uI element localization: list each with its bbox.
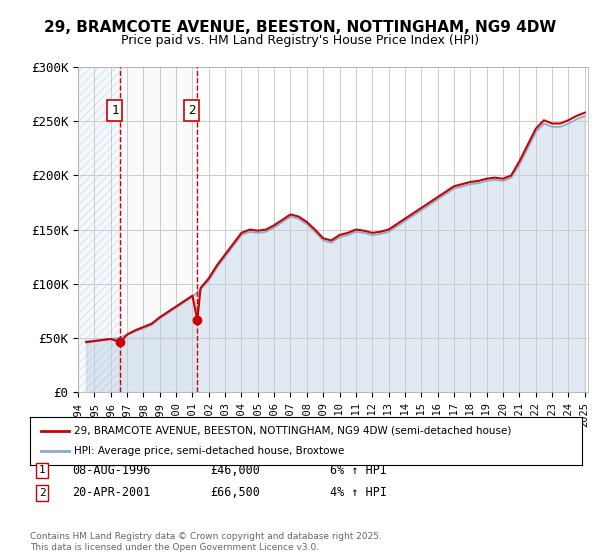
- Text: 08-AUG-1996: 08-AUG-1996: [72, 464, 151, 477]
- Bar: [78, 67, 121, 392]
- Text: 2: 2: [188, 104, 196, 117]
- Text: 2: 2: [38, 488, 46, 498]
- Text: 29, BRAMCOTE AVENUE, BEESTON, NOTTINGHAM, NG9 4DW: 29, BRAMCOTE AVENUE, BEESTON, NOTTINGHAM…: [44, 20, 556, 35]
- Text: HPI: Average price, semi-detached house, Broxtowe: HPI: Average price, semi-detached house,…: [74, 446, 344, 456]
- Text: £46,000: £46,000: [210, 464, 260, 477]
- Text: 20-APR-2001: 20-APR-2001: [72, 486, 151, 500]
- Bar: [78, 67, 121, 392]
- Text: 6% ↑ HPI: 6% ↑ HPI: [330, 464, 387, 477]
- Text: 29, BRAMCOTE AVENUE, BEESTON, NOTTINGHAM, NG9 4DW (semi-detached house): 29, BRAMCOTE AVENUE, BEESTON, NOTTINGHAM…: [74, 426, 512, 436]
- Text: 4% ↑ HPI: 4% ↑ HPI: [330, 486, 387, 500]
- Bar: [121, 67, 197, 392]
- Text: £66,500: £66,500: [210, 486, 260, 500]
- Text: 1: 1: [111, 104, 119, 117]
- Text: Contains HM Land Registry data © Crown copyright and database right 2025.
This d: Contains HM Land Registry data © Crown c…: [30, 532, 382, 552]
- Text: 1: 1: [38, 465, 46, 475]
- Text: Price paid vs. HM Land Registry's House Price Index (HPI): Price paid vs. HM Land Registry's House …: [121, 34, 479, 46]
